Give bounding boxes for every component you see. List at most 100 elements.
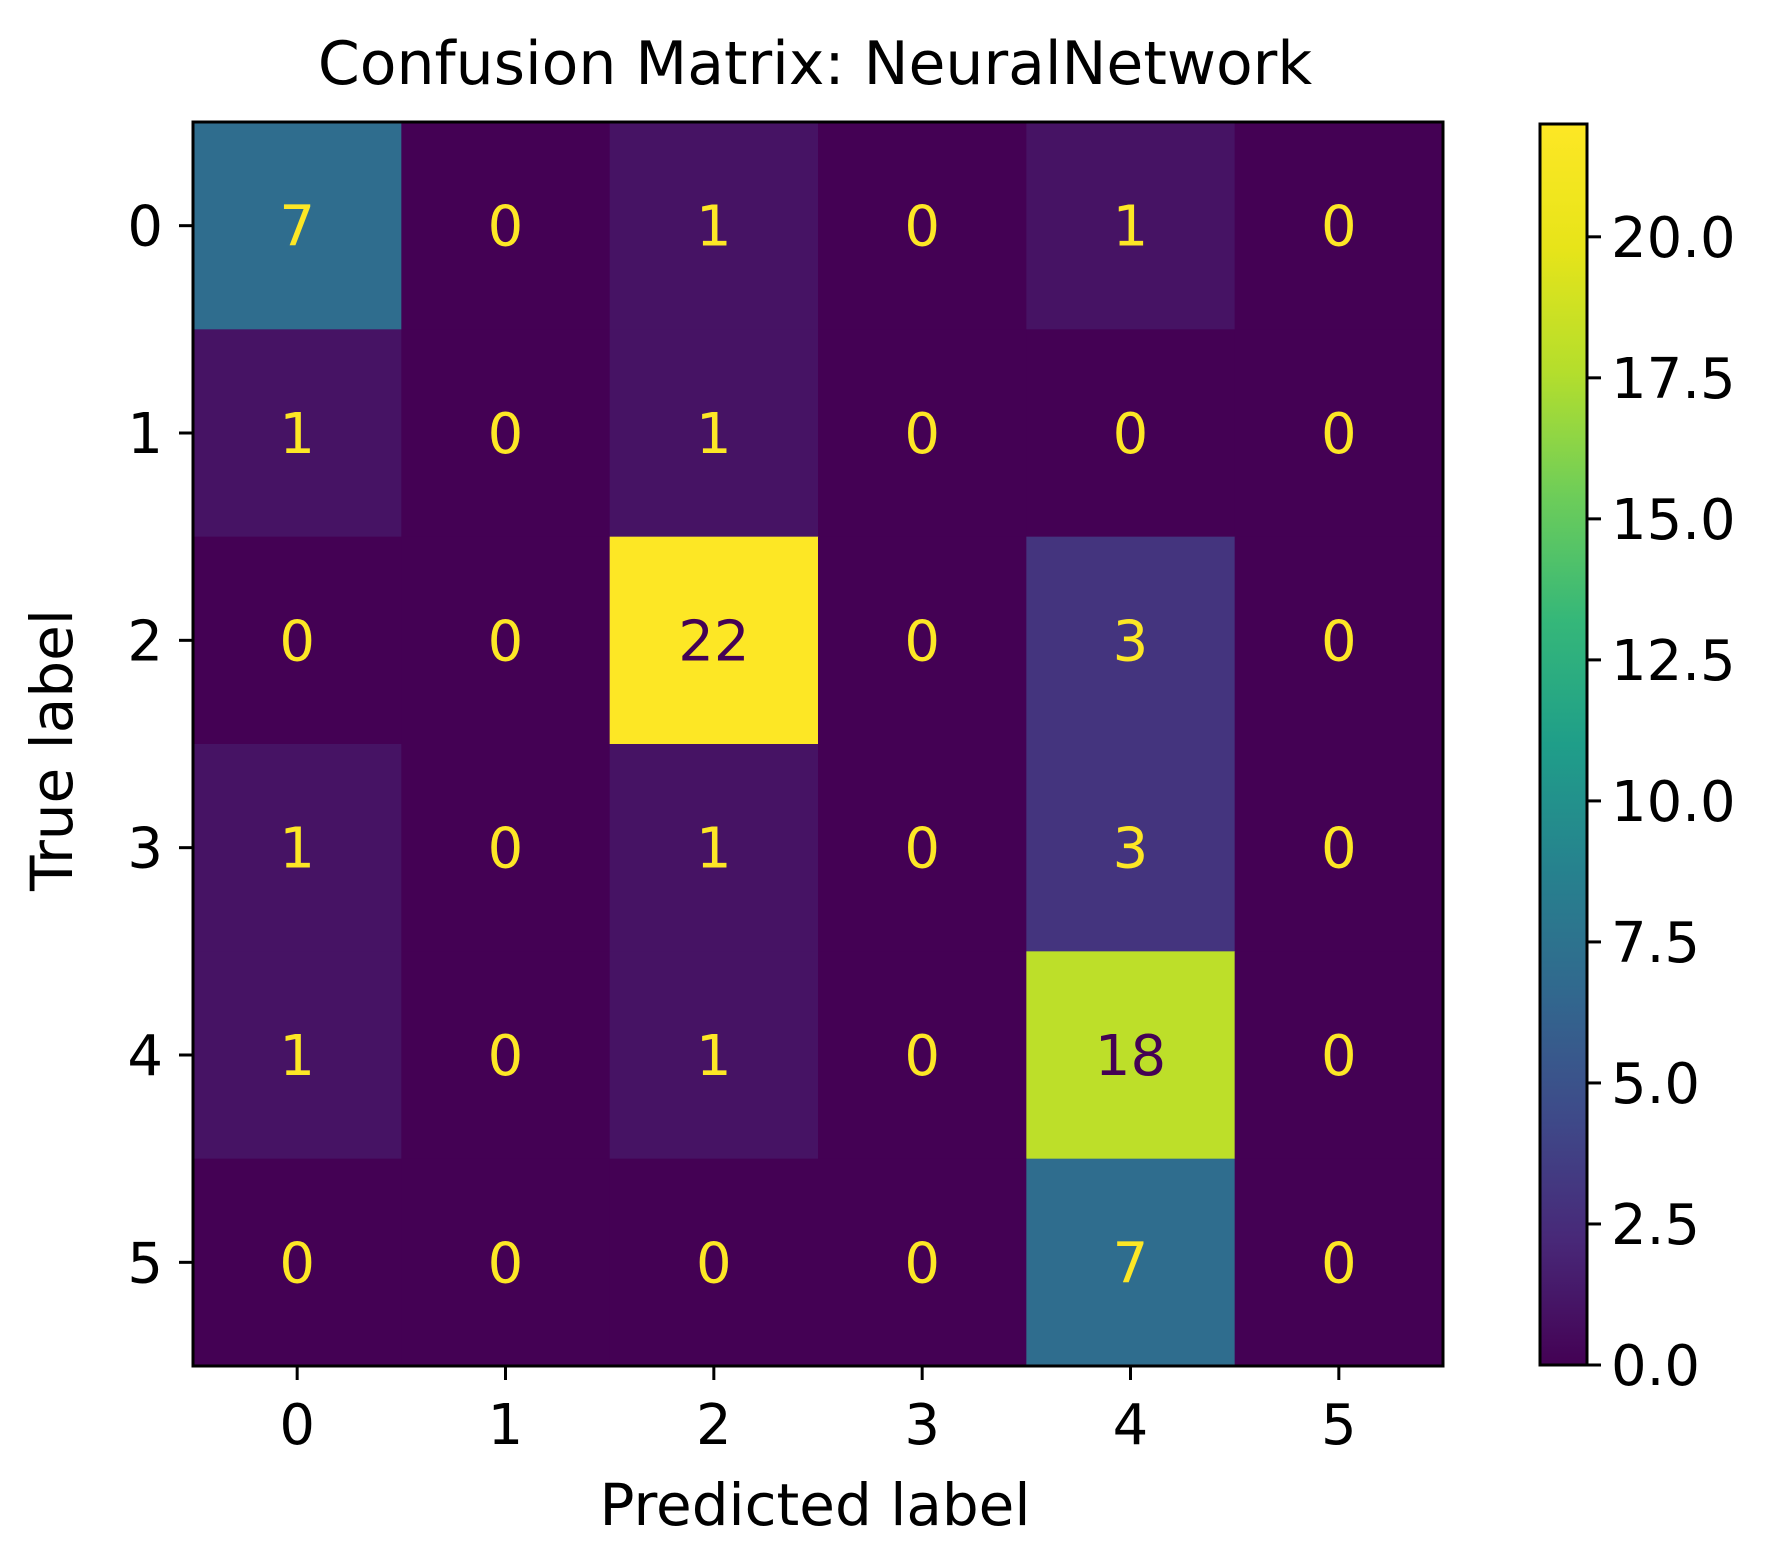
cell-value-label: 0 <box>279 1231 315 1296</box>
x-tick-label: 4 <box>1113 1393 1149 1458</box>
x-axis: 0 1 2 3 4 5 <box>279 1366 1357 1458</box>
heatmap-cell <box>609 744 819 952</box>
heatmap-cell <box>609 951 819 1160</box>
chart-title: Confusion Matrix: NeuralNetwork <box>318 29 1312 99</box>
cell-value-label: 1 <box>696 195 732 260</box>
heatmap-cell <box>1026 744 1236 952</box>
cell-value-label: 7 <box>279 195 315 260</box>
plot-frame <box>191 120 1445 1368</box>
cell-value-label: 0 <box>1113 402 1149 467</box>
y-tick-label: 4 <box>127 1024 163 1089</box>
cell-value-label: 0 <box>696 1231 732 1296</box>
heatmap-cell <box>1234 744 1444 952</box>
x-axis-label: Predicted label <box>600 1471 1031 1539</box>
heatmap-cell <box>193 744 402 952</box>
heatmap-cells <box>193 122 1444 1367</box>
heatmap-cell <box>609 1158 819 1367</box>
cell-value-label: 0 <box>488 609 524 674</box>
heatmap-cell <box>1234 122 1444 330</box>
cell-value-label: 0 <box>1321 402 1357 467</box>
colorbar-tick-label: 10.0 <box>1611 770 1736 835</box>
heatmap-cell <box>818 122 1027 330</box>
heatmap-cell <box>193 329 402 538</box>
heatmap-cell <box>609 536 819 745</box>
heatmap-cell <box>1026 951 1236 1160</box>
cell-value-label: 7 <box>1113 1231 1149 1296</box>
cell-value-label: 3 <box>1113 817 1149 882</box>
heatmap-cell <box>193 951 402 1160</box>
heatmap-cell <box>1234 951 1444 1160</box>
colorbar <box>1538 122 1589 1367</box>
cell-annotations: 7 0 1 0 1 0 1 0 1 0 0 0 0 0 22 0 3 0 1 0 1 0 3 0 1 0 1 0 18 0 0 0 0 0 7 0 <box>279 195 1356 1297</box>
colorbar-tick-label: 7.5 <box>1611 911 1700 976</box>
colorbar-ticks: 0.0 2.5 5.0 7.5 10.0 12.5 15.0 17.5 20.0 <box>1587 206 1736 1399</box>
cell-value-label: 1 <box>696 817 732 882</box>
cell-value-label: 22 <box>678 609 749 674</box>
heatmap-cell <box>609 122 819 330</box>
cell-value-label: 0 <box>1321 1024 1357 1089</box>
colorbar-tick-label: 5.0 <box>1611 1052 1700 1117</box>
cell-value-label: 0 <box>279 609 315 674</box>
heatmap-cell <box>1234 536 1444 745</box>
cell-value-label: 0 <box>1321 609 1357 674</box>
cell-value-label: 0 <box>904 1231 940 1296</box>
heatmap-cell <box>818 536 1027 745</box>
y-tick-label: 2 <box>127 609 163 674</box>
cell-value-label: 0 <box>488 817 524 882</box>
heatmap-cell <box>1234 1158 1444 1367</box>
y-tick-label: 1 <box>127 402 163 467</box>
cell-value-label: 3 <box>1113 609 1149 674</box>
heatmap-cell <box>818 329 1027 538</box>
cell-value-label: 0 <box>904 817 940 882</box>
y-tick-label: 0 <box>127 195 163 260</box>
heatmap-cell <box>401 744 611 952</box>
heatmap-cell <box>1026 1158 1236 1367</box>
y-tick-label: 3 <box>127 817 163 882</box>
cell-value-label: 0 <box>1321 1231 1357 1296</box>
heatmap-cell <box>193 1158 402 1367</box>
cell-value-label: 0 <box>904 195 940 260</box>
heatmap-cell <box>193 122 402 330</box>
y-axis: 0 1 2 3 4 5 <box>127 195 193 1296</box>
cell-value-label: 1 <box>279 817 315 882</box>
cell-value-label: 0 <box>488 1024 524 1089</box>
cell-value-label: 0 <box>488 1231 524 1296</box>
cell-value-label: 0 <box>1321 195 1357 260</box>
cell-value-label: 18 <box>1095 1024 1166 1089</box>
cell-value-label: 0 <box>1321 817 1357 882</box>
colorbar-tick-label: 2.5 <box>1611 1193 1700 1258</box>
heatmap-cell <box>401 951 611 1160</box>
cell-value-label: 0 <box>904 402 940 467</box>
cell-value-label: 1 <box>696 1024 732 1089</box>
heatmap-cell <box>818 1158 1027 1367</box>
colorbar-tick-label: 20.0 <box>1611 206 1736 271</box>
colorbar-tick-label: 17.5 <box>1611 347 1736 412</box>
x-tick-label: 2 <box>696 1393 732 1458</box>
heatmap-cell <box>1234 329 1444 538</box>
heatmap-cell <box>1026 329 1236 538</box>
heatmap-cell <box>401 122 611 330</box>
heatmap-cell <box>1026 122 1236 330</box>
heatmap-cell <box>818 951 1027 1160</box>
cell-value-label: 1 <box>1113 195 1149 260</box>
heatmap-cell <box>818 744 1027 952</box>
colorbar-tick-label: 12.5 <box>1611 629 1736 694</box>
x-tick-label: 3 <box>904 1393 940 1458</box>
heatmap-cell <box>609 329 819 538</box>
heatmap-cell <box>401 536 611 745</box>
heatmap-cell <box>401 1158 611 1367</box>
heatmap-cell <box>401 329 611 538</box>
heatmap-cell <box>1026 536 1236 745</box>
cell-value-label: 1 <box>696 402 732 467</box>
cell-value-label: 0 <box>488 402 524 467</box>
x-tick-label: 1 <box>488 1393 524 1458</box>
colorbar-tick-label: 15.0 <box>1611 488 1736 553</box>
y-axis-label: True label <box>18 609 86 892</box>
colorbar-tick-label: 0.0 <box>1611 1334 1700 1399</box>
cell-value-label: 1 <box>279 1024 315 1089</box>
cell-value-label: 0 <box>904 1024 940 1089</box>
cell-value-label: 0 <box>904 609 940 674</box>
y-tick-label: 5 <box>127 1231 163 1296</box>
heatmap-cell <box>193 536 402 745</box>
